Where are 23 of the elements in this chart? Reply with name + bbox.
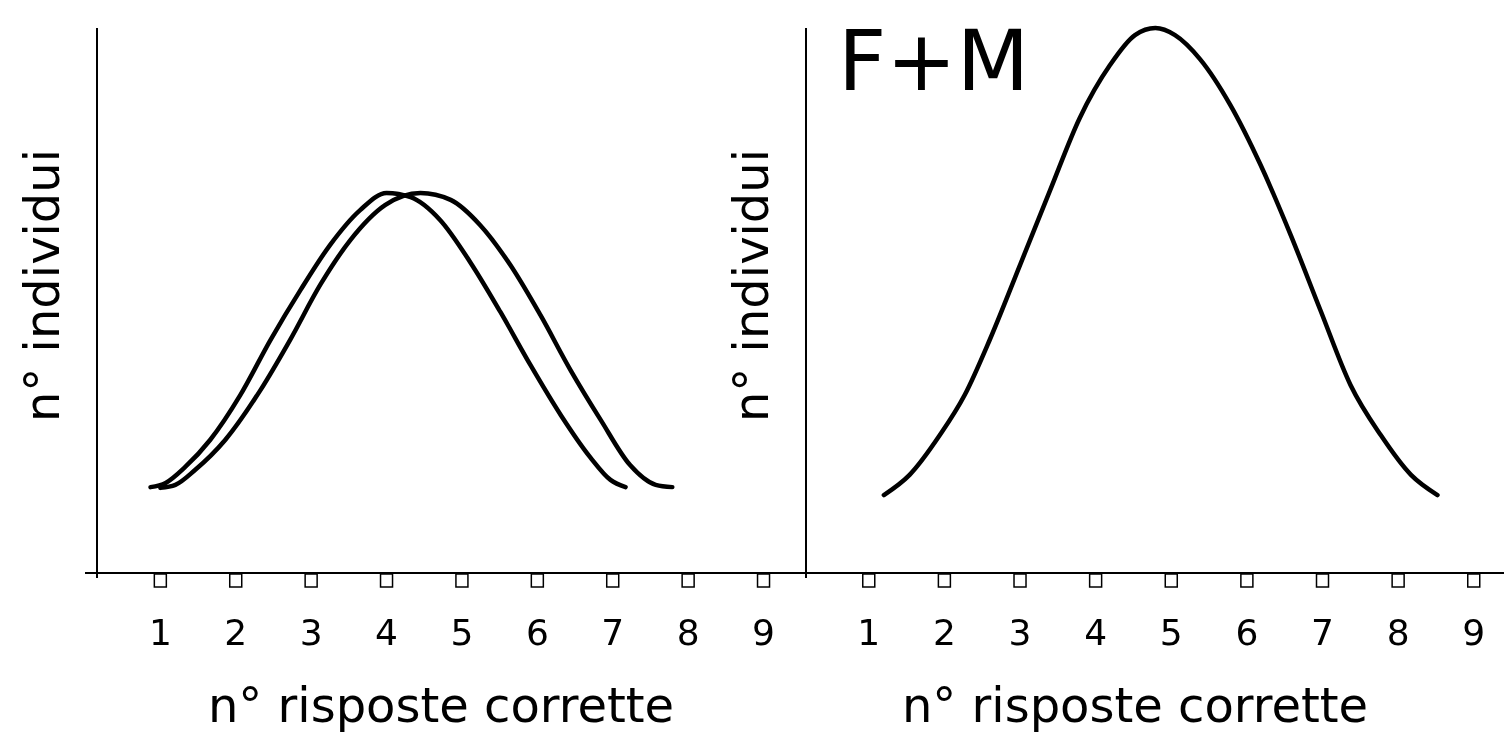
x-tick-label: 2	[932, 612, 956, 653]
x-tick-label: 6	[525, 612, 549, 653]
x-tick-label: 8	[1386, 612, 1410, 653]
x-tick-label: 3	[1008, 612, 1032, 653]
x-tick-label: 9	[752, 612, 775, 653]
x-tick-label: 5	[1159, 612, 1183, 653]
x-tick-label: 7	[601, 612, 625, 653]
y-axis-title: n° individui	[723, 148, 779, 423]
x-axis-title: n° risposte corrette	[901, 677, 1369, 733]
x-tick-label: 1	[857, 612, 881, 653]
x-tick-label: 4	[1084, 612, 1108, 653]
x-tick-label: 9	[1462, 612, 1486, 653]
x-tick-label: 8	[676, 612, 700, 653]
x-tick-label: 4	[375, 612, 398, 653]
chart-title: F+M	[838, 12, 1030, 110]
y-axis-title: n° individui	[14, 148, 70, 423]
x-tick-label: 2	[224, 612, 248, 653]
x-tick-label: 7	[1311, 612, 1334, 653]
x-tick-label: 3	[299, 612, 323, 653]
x-axis-title: n° risposte corrette	[207, 677, 675, 733]
x-tick-label: 6	[1235, 612, 1259, 653]
x-tick-label: 5	[450, 612, 474, 653]
x-tick-label: 1	[148, 612, 172, 653]
